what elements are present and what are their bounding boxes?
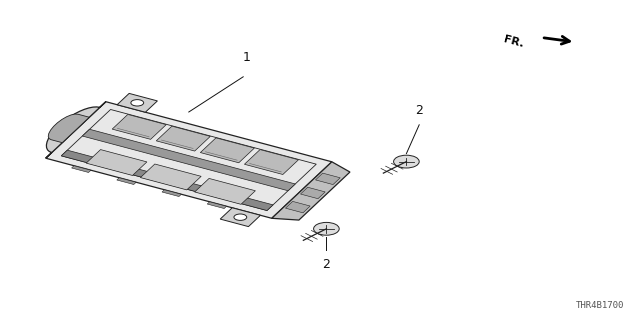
Polygon shape <box>83 129 295 191</box>
Text: 1: 1 <box>243 51 250 64</box>
Polygon shape <box>86 149 147 175</box>
Polygon shape <box>112 115 166 139</box>
Polygon shape <box>207 202 227 209</box>
Text: 2: 2 <box>323 258 330 271</box>
Polygon shape <box>61 150 273 211</box>
Polygon shape <box>195 179 255 204</box>
Polygon shape <box>116 178 136 185</box>
Polygon shape <box>117 93 157 112</box>
Polygon shape <box>162 190 181 196</box>
Polygon shape <box>244 149 298 174</box>
Text: THR4B1700: THR4B1700 <box>575 301 624 310</box>
Polygon shape <box>316 173 340 185</box>
Polygon shape <box>272 162 350 220</box>
Polygon shape <box>48 114 90 143</box>
Text: 2: 2 <box>415 104 423 117</box>
Polygon shape <box>45 102 332 218</box>
Circle shape <box>131 100 143 106</box>
Circle shape <box>314 222 339 235</box>
Polygon shape <box>300 187 325 199</box>
Circle shape <box>234 214 247 220</box>
Circle shape <box>394 155 419 168</box>
Polygon shape <box>72 166 91 172</box>
Polygon shape <box>156 126 211 151</box>
Polygon shape <box>45 102 106 158</box>
Text: FR.: FR. <box>502 34 525 49</box>
Polygon shape <box>285 201 310 213</box>
Polygon shape <box>140 164 201 190</box>
Polygon shape <box>200 138 254 163</box>
Polygon shape <box>220 208 260 227</box>
